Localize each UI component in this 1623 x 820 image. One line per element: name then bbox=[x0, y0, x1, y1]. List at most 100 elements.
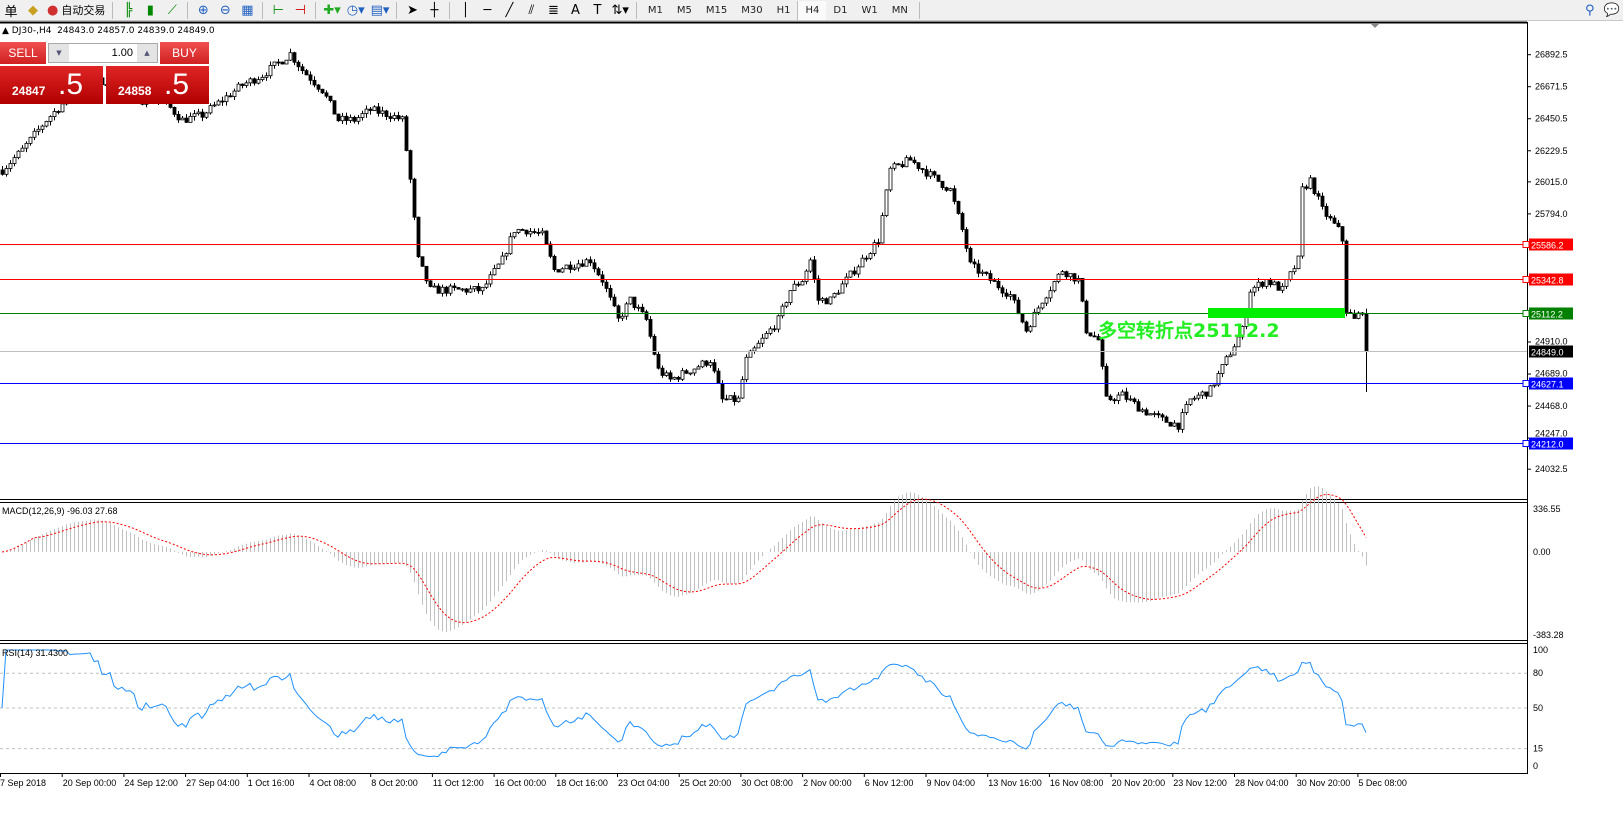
lot-size-input[interactable]: ▼ 1.00 ▲ bbox=[48, 43, 158, 63]
candle-body bbox=[904, 157, 909, 168]
zoom-in-icon[interactable]: ⊕ bbox=[197, 2, 209, 18]
buy-price-button[interactable]: 24858 .5 bbox=[106, 66, 209, 104]
templates-icon[interactable]: ▤▾ bbox=[370, 2, 390, 18]
candle-body bbox=[476, 286, 481, 292]
buy-price-main: 24858 bbox=[118, 84, 152, 98]
arrows-icon[interactable]: ⇅▾ bbox=[611, 2, 629, 18]
fibonacci-icon[interactable]: ≣ bbox=[548, 2, 559, 18]
candle-body bbox=[892, 163, 897, 169]
candle-body bbox=[380, 110, 385, 114]
timeframe-m30[interactable]: M30 bbox=[741, 4, 763, 16]
timeframe-h1[interactable]: H1 bbox=[776, 4, 791, 16]
candle-body bbox=[540, 230, 545, 234]
sell-price-button[interactable]: 24847 .5 bbox=[0, 66, 103, 104]
autoscroll-icon[interactable]: ⊣ bbox=[294, 2, 306, 18]
macd-axis-min: -383.28 bbox=[1533, 630, 1564, 640]
timeframe-mn[interactable]: MN bbox=[891, 4, 908, 16]
text-icon[interactable]: A bbox=[571, 2, 580, 18]
periods-clock-icon[interactable]: ◷▾ bbox=[346, 2, 365, 18]
chat-icon[interactable]: 💬 bbox=[1603, 2, 1620, 18]
candle-body bbox=[792, 283, 797, 291]
candle-body bbox=[220, 100, 225, 103]
timeframe-h4[interactable]: H4 bbox=[797, 0, 827, 20]
chart-shift-marker bbox=[1371, 24, 1379, 28]
line-chart-icon[interactable]: ⟋ bbox=[167, 2, 177, 18]
candle-body bbox=[1356, 312, 1361, 319]
candle-body bbox=[884, 189, 889, 217]
cursor-icon[interactable]: ➤ bbox=[407, 2, 418, 18]
bar-chart-icon[interactable]: ╠ bbox=[124, 2, 133, 18]
rsi-axis-label: 80 bbox=[1533, 668, 1543, 678]
candle-body bbox=[656, 353, 661, 369]
text-label-icon[interactable]: T bbox=[593, 2, 602, 18]
lot-value[interactable]: 1.00 bbox=[111, 47, 133, 59]
autotrade-button[interactable]: ● 自动交易 bbox=[44, 1, 108, 20]
candle-body bbox=[244, 82, 249, 86]
level-handle bbox=[1522, 276, 1530, 283]
candle-body bbox=[1160, 414, 1165, 418]
candle-body bbox=[12, 157, 17, 164]
candle-body bbox=[520, 229, 525, 231]
candle-body bbox=[248, 78, 253, 84]
time-axis-label: 23 Oct 04:00 bbox=[618, 778, 670, 788]
candle-body bbox=[280, 61, 285, 65]
time-axis-label: 30 Nov 20:00 bbox=[1297, 778, 1351, 788]
candle-body bbox=[960, 213, 965, 230]
candle-body bbox=[52, 111, 57, 117]
horizontal-line-icon[interactable]: ─ bbox=[483, 2, 492, 18]
candle-body bbox=[1156, 413, 1161, 416]
buy-button[interactable]: BUY bbox=[160, 42, 209, 64]
price-axis-label: 26450.5 bbox=[1535, 114, 1568, 124]
candle-body bbox=[424, 265, 429, 282]
trendline-icon[interactable]: ╱ bbox=[505, 2, 514, 18]
tile-windows-icon[interactable]: ▦ bbox=[241, 2, 254, 18]
candle-body bbox=[544, 230, 549, 245]
zoom-out-icon[interactable]: ⊖ bbox=[219, 2, 231, 18]
candle-body bbox=[1104, 365, 1109, 397]
vertical-line-icon[interactable]: │ bbox=[461, 2, 470, 18]
candle-body bbox=[460, 288, 465, 291]
buy-price-pips: .5 bbox=[164, 68, 190, 101]
timeframe-m1[interactable]: M1 bbox=[647, 4, 663, 16]
macd-axis-zero: 0.00 bbox=[1533, 547, 1551, 557]
timeframe-m5[interactable]: M5 bbox=[676, 4, 692, 16]
new-indicator-icon[interactable]: ✚▾ bbox=[323, 2, 341, 18]
candle-body bbox=[940, 180, 945, 188]
candle-body bbox=[556, 269, 561, 273]
candle-body bbox=[768, 328, 773, 334]
candle-body bbox=[1284, 279, 1289, 287]
crosshair-icon[interactable]: ┼ bbox=[430, 2, 439, 18]
candle-body bbox=[888, 167, 893, 191]
pivot-zone-bar bbox=[1208, 308, 1345, 318]
gold-bars-icon[interactable]: ◆ bbox=[28, 2, 38, 18]
candle-body bbox=[204, 112, 209, 118]
lot-decrease-button[interactable]: ▼ bbox=[49, 44, 69, 62]
candle-body bbox=[16, 150, 21, 158]
lot-increase-button[interactable]: ▲ bbox=[137, 44, 157, 62]
timeframe-m15[interactable]: M15 bbox=[705, 4, 728, 16]
candle-body bbox=[640, 306, 645, 313]
candle-body bbox=[304, 70, 309, 76]
timeframe-d1[interactable]: D1 bbox=[833, 4, 848, 16]
sell-button[interactable]: SELL bbox=[0, 42, 46, 64]
candle-body bbox=[464, 288, 469, 293]
candle-body bbox=[1144, 409, 1149, 416]
candle-body bbox=[512, 232, 517, 238]
candle-body bbox=[384, 110, 389, 117]
equidistant-channel-icon[interactable]: ⫽ bbox=[528, 2, 535, 18]
candle-body bbox=[1312, 177, 1317, 194]
candle-body bbox=[1040, 302, 1045, 309]
chart-shift-icon[interactable]: ⊢ bbox=[272, 2, 284, 18]
candle-body bbox=[372, 106, 377, 111]
candle-body bbox=[1216, 373, 1221, 386]
price-axis-label: 26892.5 bbox=[1535, 50, 1568, 60]
candlestick-icon[interactable]: ▮ bbox=[146, 2, 154, 18]
candle-body bbox=[984, 271, 989, 274]
search-icon[interactable]: ⚲ bbox=[1585, 2, 1595, 18]
candle-body bbox=[1324, 205, 1329, 217]
candle-body bbox=[240, 83, 245, 86]
price-axis-label: 24468.0 bbox=[1535, 401, 1568, 411]
timeframe-w1[interactable]: W1 bbox=[861, 4, 878, 16]
candle-body bbox=[868, 253, 873, 259]
